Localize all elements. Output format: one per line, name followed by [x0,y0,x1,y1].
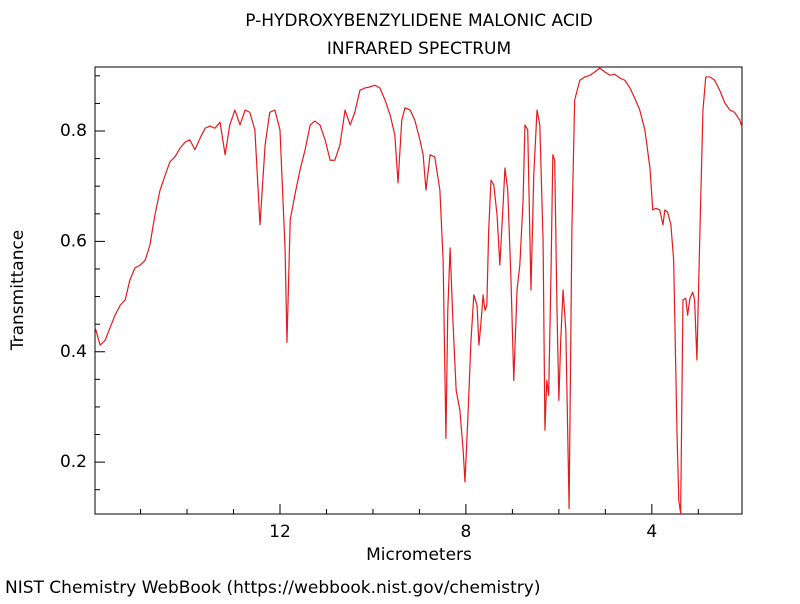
spectrum-line [94,67,743,515]
plot-frame [94,66,743,515]
x-tick-label: 4 [646,522,657,542]
y-tick-label: 0.4 [60,342,87,362]
y-tick-label: 0.6 [60,231,87,251]
chart-title: P-HYDROXYBENZYLIDENE MALONIC ACID [245,11,593,31]
x-tick-label: 12 [269,522,291,542]
source-note: NIST Chemistry WebBook (https://webbook.… [5,578,540,598]
y-axis-label: Transmittance [8,230,28,352]
y-tick-label: 0.8 [60,121,87,141]
x-tick-label: 8 [460,522,471,542]
y-tick-label: 0.2 [60,452,87,472]
x-axis-label: Micrometers [366,545,472,565]
chart-subtitle: INFRARED SPECTRUM [327,39,511,59]
